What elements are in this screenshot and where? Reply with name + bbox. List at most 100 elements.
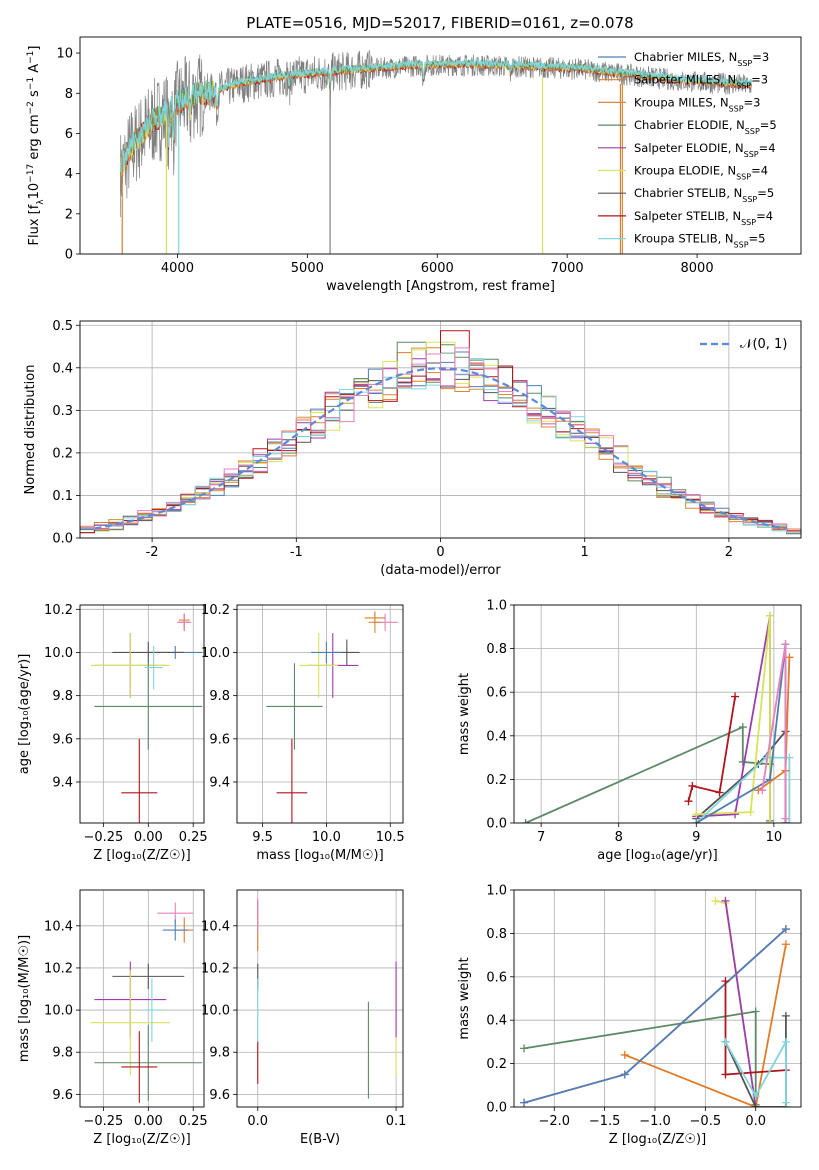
y-tick-label: 0.2: [486, 1057, 507, 1072]
legend-label: Kroupa MILES, N: [634, 95, 729, 109]
legend-tail: =3: [744, 95, 761, 109]
legend-entry: Salpeter MILES, NSSP=3: [634, 73, 768, 91]
legend-label: Salpeter STELIB, N: [634, 209, 741, 223]
y-tick-label: 0.2: [486, 773, 507, 788]
series-marker: [692, 810, 701, 819]
x-tick-label: 9: [692, 830, 700, 845]
mass_vs_ebv-axes: 0.0 0.1 9.6 9.8 10.0 10.2 10.4 E(B-V): [201, 890, 406, 1147]
y-tick-label: 0.0: [52, 532, 73, 547]
y-tick-label: 9.6: [52, 732, 73, 747]
weight_vs_z-frame: [513, 889, 802, 1108]
legend-label: Chabrier MILES, N: [634, 50, 737, 64]
x-tick-label: 0.25: [179, 830, 208, 845]
y-label-part: erg cm: [27, 114, 42, 163]
legend-sub: SSP: [737, 59, 752, 68]
weight_vs_age-series: [521, 611, 794, 823]
gaussian-legend-label: 𝒩(0, 1): [740, 337, 787, 352]
x-tick-label: 8: [615, 830, 623, 845]
y-label-part: λ: [36, 199, 46, 205]
x-tick-label: 0.0: [745, 1114, 766, 1129]
legend-sub: SSP: [734, 240, 749, 249]
age_vs_mass-points: [266, 611, 398, 823]
legend-sub: SSP: [736, 172, 751, 181]
x-axis-label: (data-model)/error: [380, 563, 501, 578]
y-tick-label: 0.3: [52, 404, 73, 419]
series-marker: [751, 1092, 760, 1101]
spectrum-lines: [119, 49, 753, 254]
series-marker: [711, 896, 720, 905]
x-axis-label: age [log₁₀(age/yr)]: [597, 848, 718, 863]
series-marker: [721, 1070, 730, 1079]
legend-sub: SSP: [742, 195, 757, 204]
y-label-part: −2: [26, 101, 36, 114]
x-tick-label: 0.1: [386, 1114, 407, 1129]
spectrum-frame: [79, 36, 802, 255]
legend-entry: Chabrier MILES, NSSP=3: [634, 50, 769, 68]
series-marker: [765, 819, 774, 823]
x-tick-label: 0: [436, 545, 444, 560]
x-tick-label: −0.25: [83, 830, 123, 845]
series-marker: [785, 819, 794, 823]
series-marker: [715, 788, 724, 797]
x-axis-label: E(B-V): [300, 1132, 340, 1147]
age_vs_mass-axes: 9.5 10.0 10.5 9.4 9.6 9.8 10.0 10.2 mass [log₁₀(…: [201, 603, 405, 863]
y-tick-label: 10.4: [44, 919, 73, 934]
y-tick-label: 0.8: [486, 642, 507, 657]
mass_vs_z-frame: [79, 889, 205, 1108]
y-tick-label: 0.4: [486, 1014, 507, 1029]
y-tick-label: 9.6: [209, 732, 230, 747]
series-line-kroupa_elodie: [715, 900, 757, 1107]
mass_vs_z-axes: −0.25 0.00 0.25 9.6 9.8 10.0 10.2 10.4 Z [log₁₀(…: [44, 890, 208, 1147]
y-tick-label: 0.2: [52, 446, 73, 461]
y-tick-label: 8: [65, 87, 73, 102]
y-tick-label: 9.4: [52, 775, 73, 790]
legend-entry: Chabrier STELIB, NSSP=5: [634, 186, 774, 204]
x-axis-label: mass [log₁₀(M/M☉)]: [256, 848, 383, 863]
series-line-chabrier_elodie: [525, 725, 771, 823]
x-axis-label: Z [log₁₀(Z/Z☉)]: [93, 848, 190, 863]
series-line-kroupa_stelib: [695, 756, 791, 823]
x-tick-label: 6000: [421, 261, 454, 276]
legend-tail: =3: [752, 50, 769, 64]
series-marker: [751, 1007, 760, 1016]
y-label-part: s: [27, 90, 42, 101]
mass_vs_ebv-frame: [236, 889, 404, 1108]
series-marker: [781, 1037, 790, 1046]
residual-histograms: [80, 330, 801, 535]
age_vs_mass-frame: [236, 604, 404, 824]
y-tick-label: 10: [56, 47, 73, 62]
series-marker: [620, 1050, 629, 1059]
age_vs_z-axes: −0.25 0.00 0.25 9.4 9.6 9.8 10.0 10.2 Z [log₁₀(Z…: [44, 603, 208, 863]
y-label-part: Flux [f: [27, 204, 42, 245]
legend-tail: =5: [760, 118, 777, 132]
series-marker: [738, 723, 747, 732]
x-axis-label: Z [log₁₀(Z/Z☉)]: [93, 1132, 190, 1147]
y-label-part: 10: [27, 183, 42, 200]
x-tick-label: 2: [725, 545, 733, 560]
legend-sub: SSP: [741, 217, 756, 226]
legend-tail: =4: [759, 141, 776, 155]
y-tick-label: 10.0: [44, 1004, 73, 1019]
y-tick-label: 9.8: [52, 1046, 73, 1061]
legend-label: Kroupa STELIB, N: [634, 232, 734, 246]
gaussian-curve: [94, 367, 787, 530]
series-marker: [781, 1011, 790, 1020]
histogram-pink: [80, 347, 801, 532]
y-label-part: −1: [26, 51, 36, 64]
weight_vs_z-y-axis-label: mass weight: [457, 957, 472, 1039]
x-tick-label: −1.5: [589, 1114, 621, 1129]
y-tick-label: 0.8: [486, 927, 507, 942]
y-tick-label: 0.1: [52, 489, 73, 504]
residuals-y-axis-label: Normed distribution: [23, 365, 38, 495]
weight_vs_z-axes: −2.0 −1.5 −1.0 −0.5 0.0 0.0 0.2 0.4 0.6 0.8 1.0 Z […: [486, 884, 801, 1147]
x-tick-label: 7000: [551, 261, 584, 276]
x-tick-label: 0.00: [134, 1114, 163, 1129]
series-marker: [721, 977, 730, 986]
series-marker: [781, 925, 790, 934]
y-tick-label: 0.0: [486, 1101, 507, 1116]
y-tick-label: 4: [65, 167, 73, 182]
y-tick-label: 6: [65, 127, 73, 142]
y-tick-label: 10.2: [44, 603, 73, 618]
age_vs_z-frame: [79, 604, 205, 824]
